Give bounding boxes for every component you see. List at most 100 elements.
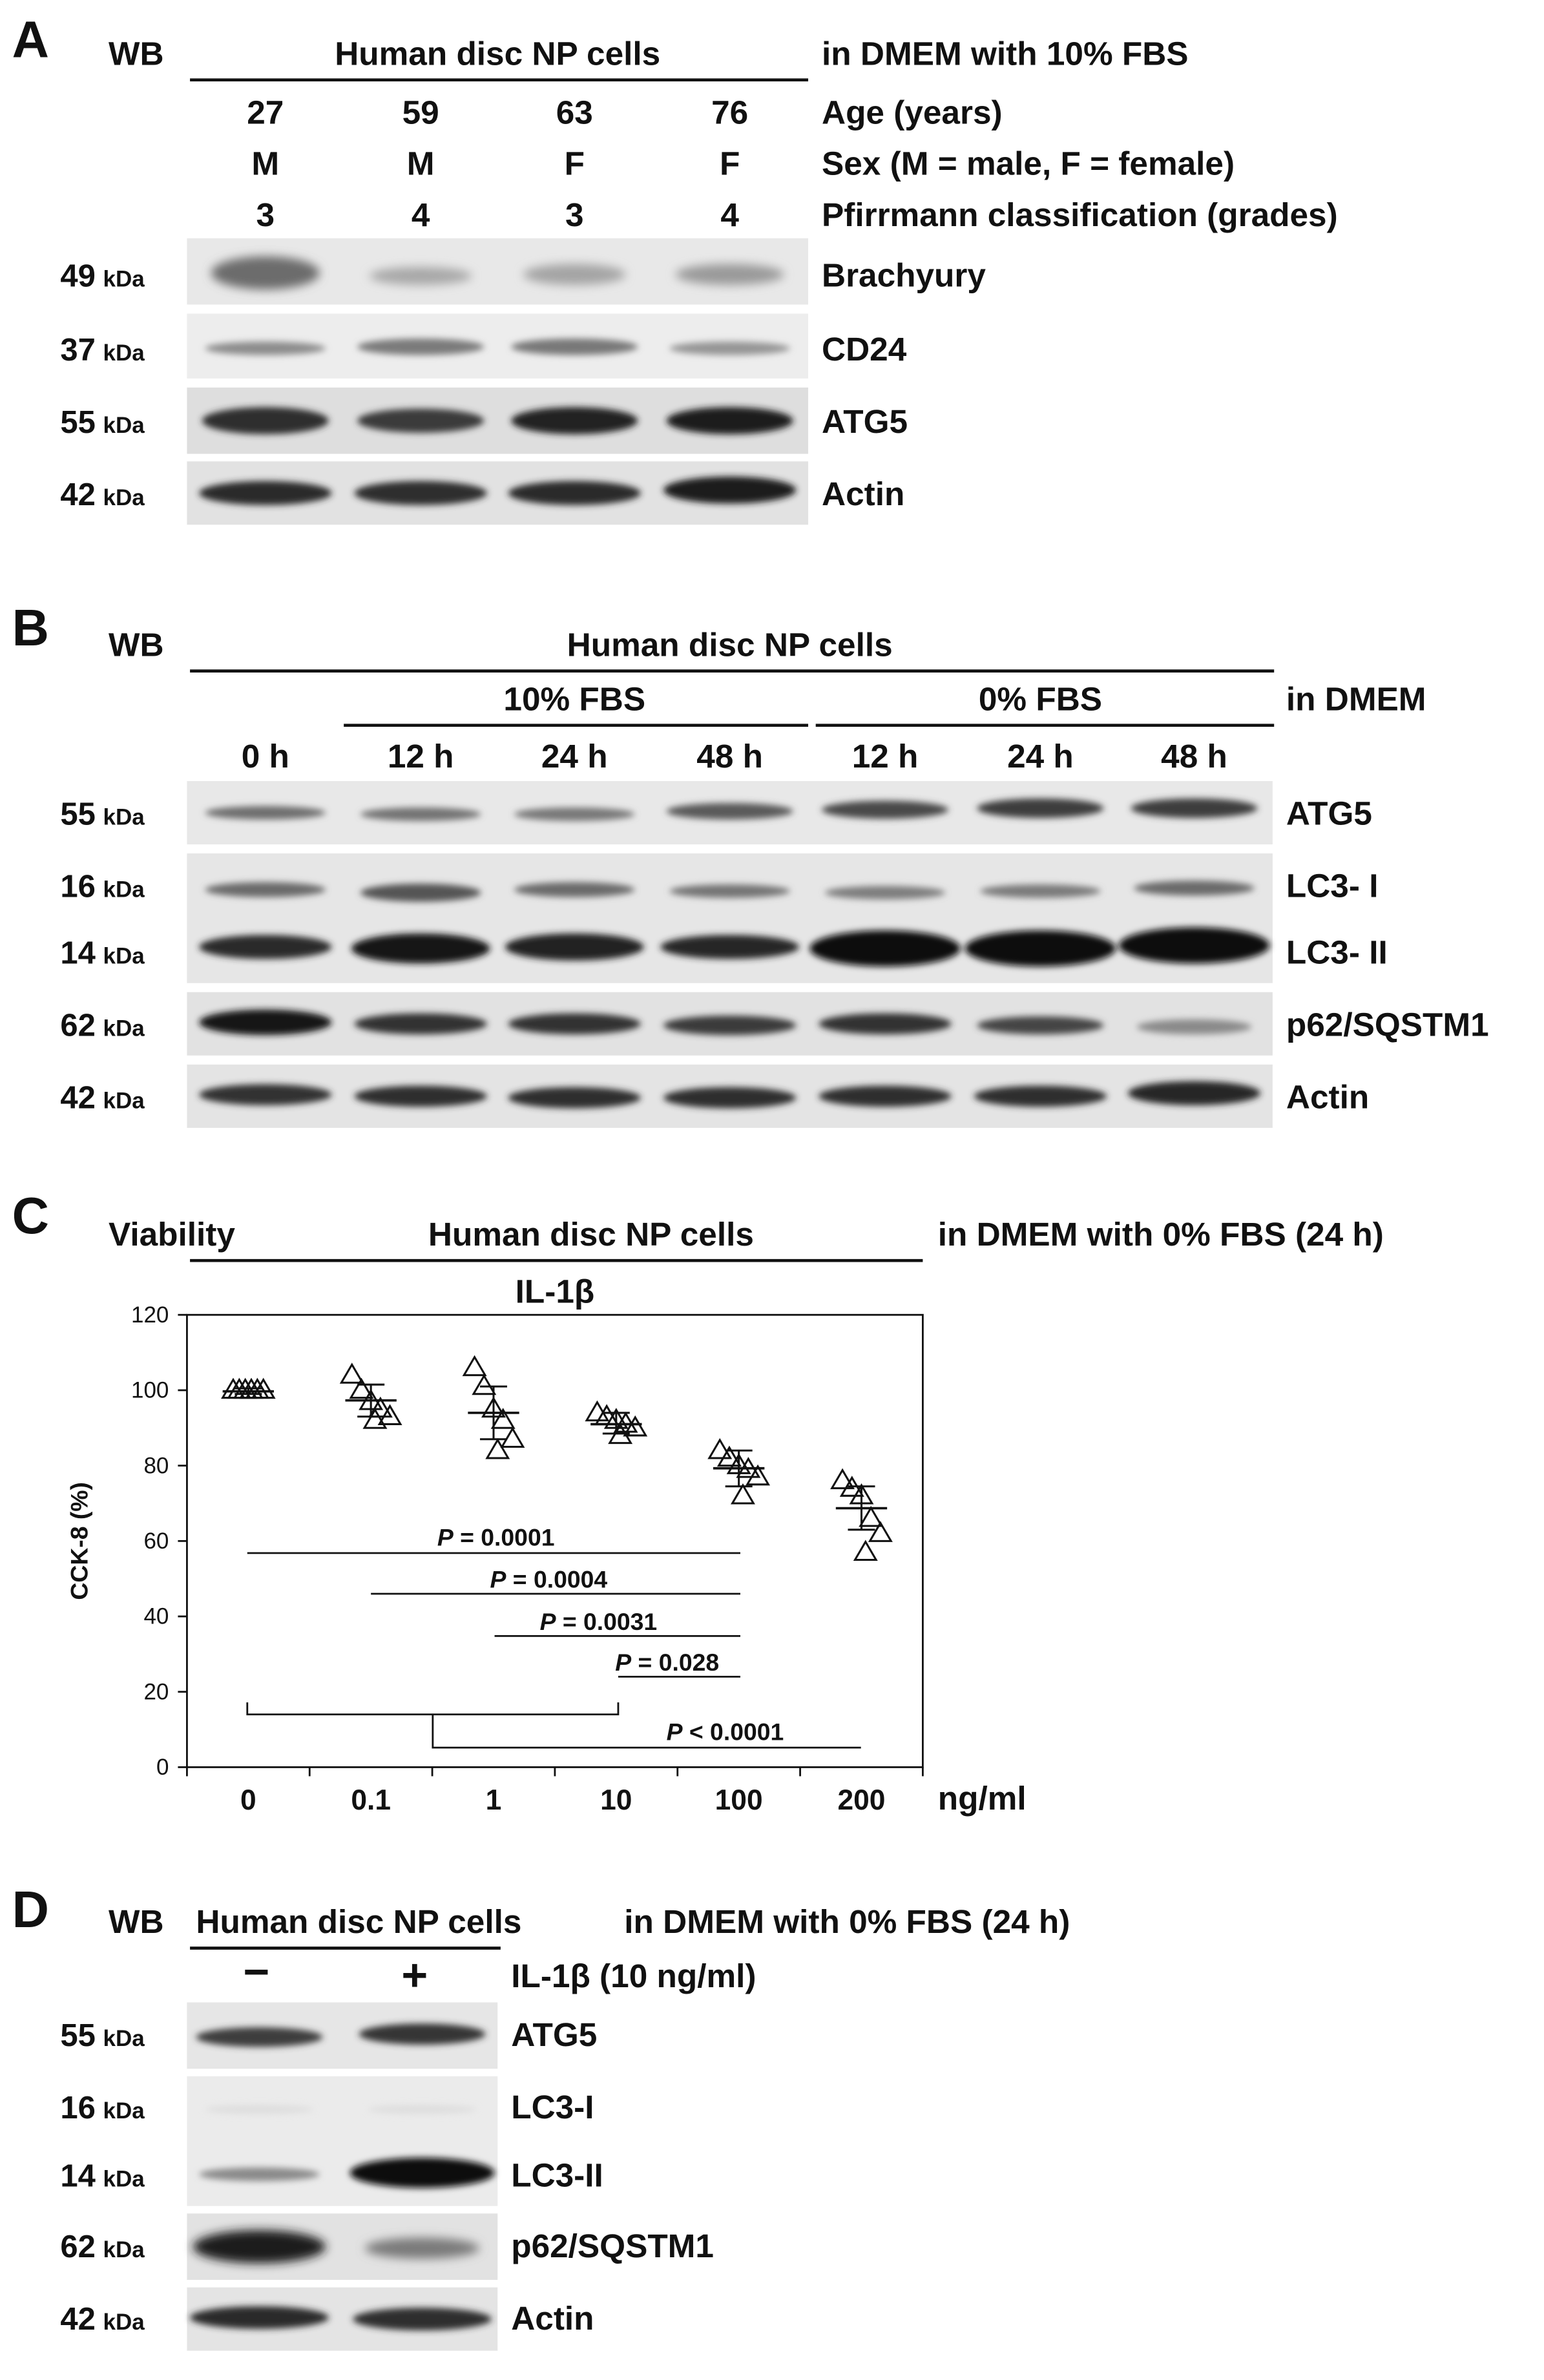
sex-value: F	[565, 145, 585, 182]
timepoint-label: 48 h	[696, 738, 763, 775]
blot-strip	[187, 2287, 498, 2351]
panel-c: C Viability Human disc NP cells in DMEM …	[12, 1187, 1384, 1817]
data-point-triangle	[746, 1464, 771, 1486]
protein-label-atg5: ATG5	[822, 403, 908, 440]
protein-label-cd24: CD24	[822, 331, 907, 368]
data-point-triangle	[377, 1404, 402, 1425]
panel-a-wb-label: WB	[109, 35, 164, 72]
protein-label-p62: p62/SQSTM1	[511, 2228, 714, 2264]
kda-marker: 55 kDa	[60, 797, 145, 832]
age-row-label: Age (years)	[822, 94, 1003, 130]
data-point-triangle	[485, 1437, 510, 1459]
data-point-triangle	[472, 1373, 497, 1395]
panel-d-treatment-label: IL-1β (10 ng/ml)	[511, 1957, 756, 1994]
data-point-triangle	[585, 1400, 610, 1422]
x-axis-unit: ng/ml	[938, 1780, 1027, 1817]
data-point-triangle	[623, 1415, 648, 1437]
x-tick-label: 200	[837, 1784, 885, 1816]
panel-b-wb-label: WB	[109, 626, 164, 663]
data-point-triangle	[830, 1468, 855, 1490]
blot-strip	[187, 781, 1273, 845]
data-point-triangle	[490, 1408, 516, 1429]
kda-marker: 37 kDa	[60, 333, 145, 368]
blot-strip	[187, 2002, 498, 2069]
panel-b-medium-label: in DMEM	[1286, 680, 1426, 717]
sex-value: F	[720, 145, 740, 182]
grade-row-label: Pfirrmann classification (grades)	[822, 196, 1338, 233]
panel-a: A WB Human disc NP cells in DMEM with 10…	[12, 11, 1338, 525]
protein-label-lc3-i: LC3-I	[511, 2089, 594, 2125]
blot-strip	[187, 1064, 1273, 1128]
data-point-triangle	[349, 1377, 374, 1399]
x-tick-label: 0	[240, 1784, 256, 1816]
protein-label-actin: Actin	[822, 475, 904, 512]
x-tick-label: 0.1	[351, 1784, 391, 1816]
data-point-triangle	[853, 1540, 878, 1561]
p-value-label: P = 0.0031	[540, 1608, 658, 1635]
sex-row-label: Sex (M = male, F = female)	[822, 145, 1235, 182]
panel-a-cells-label: Human disc NP cells	[335, 35, 660, 72]
data-point-triangle	[868, 1521, 893, 1542]
group-label-0-fbs: 0% FBS	[979, 680, 1102, 717]
data-point-triangle	[613, 1412, 638, 1433]
kda-marker: 62 kDa	[60, 2229, 145, 2264]
panel-letter-b: B	[12, 599, 49, 656]
y-tick-label: 100	[131, 1378, 169, 1403]
viability-label: Viability	[109, 1216, 235, 1253]
y-tick-label: 40	[143, 1604, 169, 1629]
panel-b-cells-label: Human disc NP cells	[567, 626, 893, 663]
panel-c-medium-label: in DMEM with 0% FBS (24 h)	[938, 1216, 1384, 1253]
protein-label-atg5: ATG5	[511, 2016, 597, 2053]
kda-marker: 14 kDa	[60, 2158, 145, 2193]
data-point-triangle	[339, 1362, 364, 1384]
y-tick-label: 60	[143, 1529, 169, 1554]
grade-value: 3	[256, 196, 275, 233]
panel-letter-d: D	[12, 1881, 49, 1938]
protein-label-lc3-ii: LC3- II	[1286, 934, 1388, 970]
protein-label-lc3-i: LC3- I	[1286, 868, 1379, 904]
y-tick-label: 20	[143, 1679, 169, 1704]
kda-marker: 42 kDa	[60, 477, 145, 512]
age-value: 76	[711, 94, 748, 130]
blot-strip	[187, 238, 809, 305]
y-axis-title: CCK-8 (%)	[65, 1482, 92, 1600]
sex-value: M	[251, 145, 279, 182]
panel-d-wb-label: WB	[109, 1903, 164, 1940]
grade-value: 4	[412, 196, 430, 233]
kda-marker: 55 kDa	[60, 405, 145, 440]
il1b-label: IL-1β	[516, 1273, 595, 1310]
cck8-chart: CCK-8 (%) ng/ml 0 20 40 60 80 100 120 0 0.1 1 10 10…	[65, 1302, 1026, 1817]
blot-strip	[187, 387, 809, 454]
timepoint-label: 24 h	[541, 738, 608, 775]
panel-d-medium-label: in DMEM with 0% FBS (24 h)	[624, 1903, 1070, 1940]
data-point-triangle	[730, 1483, 755, 1505]
kda-marker: 16 kDa	[60, 2091, 145, 2125]
x-tick-label: 10	[600, 1784, 632, 1816]
panel-b: B WB Human disc NP cells 10% FBS 0% FBS …	[12, 599, 1489, 1128]
protein-label-actin: Actin	[1286, 1078, 1369, 1115]
blot-strip	[187, 992, 1273, 1056]
blot-strip	[187, 853, 1273, 983]
sex-value: M	[407, 145, 435, 182]
panel-letter-c: C	[12, 1187, 49, 1244]
timepoint-label: 0 h	[242, 738, 289, 775]
p-value-label: P = 0.028	[615, 1649, 719, 1676]
lane-plus-sign: +	[401, 1950, 428, 2000]
timepoint-label: 12 h	[388, 738, 454, 775]
p-value-label: P < 0.0001	[667, 1718, 784, 1745]
plot-frame	[186, 1313, 924, 1768]
protein-label-atg5: ATG5	[1286, 795, 1372, 832]
kda-marker: 55 kDa	[60, 2018, 145, 2053]
p-value-label: P = 0.0001	[437, 1523, 555, 1550]
y-tick-label: 0	[156, 1755, 169, 1780]
data-point-triangle	[500, 1426, 525, 1448]
grade-value: 3	[565, 196, 584, 233]
timepoint-label: 24 h	[1007, 738, 1074, 775]
kda-marker: 16 kDa	[60, 870, 145, 904]
panel-d: D WB Human disc NP cells in DMEM with 0%…	[12, 1881, 1070, 2351]
kda-marker: 49 kDa	[60, 258, 145, 293]
blot-strip	[187, 313, 809, 379]
panel-a-medium-label: in DMEM with 10% FBS	[822, 35, 1189, 72]
